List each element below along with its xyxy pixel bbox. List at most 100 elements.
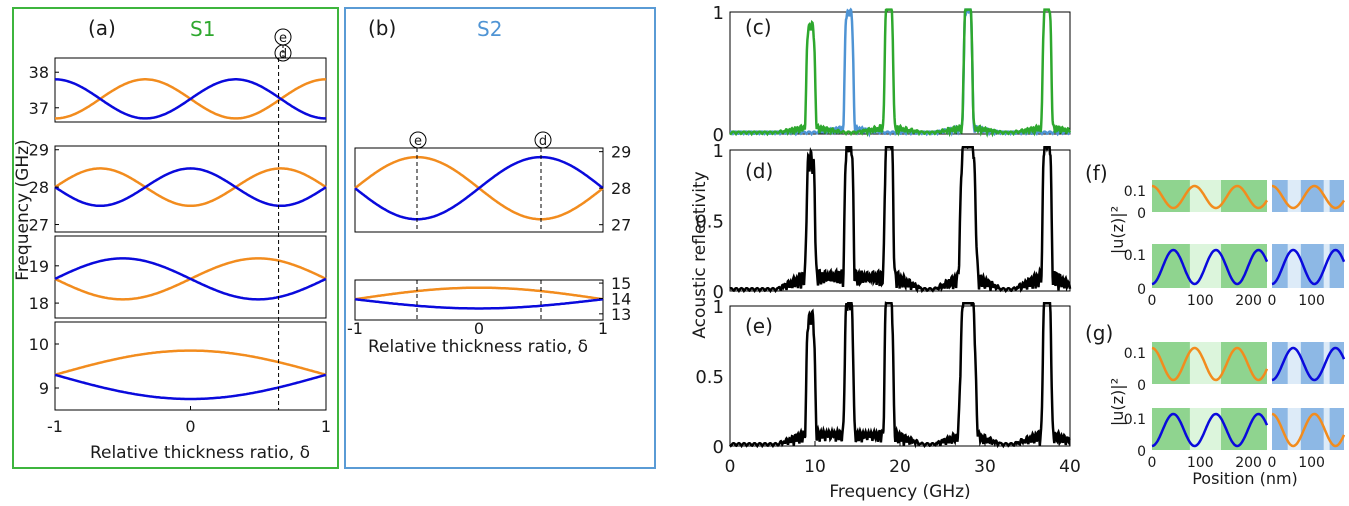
panel-g-xtick-label: 100 — [1187, 455, 1214, 471]
freq-xlabel: Frequency (GHz) — [829, 482, 970, 502]
panel-e-xtick-label: 20 — [889, 457, 911, 477]
svg-text:e: e — [279, 31, 287, 46]
panel-g-left-0-layer — [1221, 342, 1267, 384]
panel-g-ytick-label: 0.1 — [1124, 412, 1146, 428]
panel-b-ytick-label: 14 — [611, 289, 631, 308]
panel-g-xtick-label: 200 — [1235, 455, 1262, 471]
panel-e-series — [728, 301, 1071, 449]
panel-d-ytick-label: 0.5 — [695, 212, 724, 233]
panel-f-left-0-curve — [1151, 184, 1269, 210]
panel-b-ytick-label: 15 — [611, 274, 631, 293]
panel-g-right-0-curve — [1271, 346, 1346, 382]
panel-f-xtick-label: 0 — [1268, 293, 1277, 309]
panel-f-ytick-label: 0.1 — [1124, 248, 1146, 264]
panel-g-xtick-label: 0 — [1268, 455, 1277, 471]
panel-a-curve-blue-2 — [54, 257, 327, 301]
panel-a-ytick-label: 19 — [29, 257, 49, 276]
panel-b-ytick-label: 27 — [611, 216, 631, 235]
panel-b-ytick-label: 29 — [611, 143, 631, 162]
panel-label-a: (a) — [88, 16, 116, 40]
panel-label-g: (g) — [1085, 321, 1113, 345]
panel-b-curve-blue-0 — [354, 155, 604, 221]
panel-f-right-0-layer — [1323, 180, 1330, 212]
panel-c-ytick-label: 1 — [713, 3, 724, 24]
panel-label-f: (f) — [1085, 161, 1108, 185]
panel-e-xtick-label: 30 — [974, 457, 996, 477]
panel-label-d: (d) — [745, 159, 773, 183]
panel-a-curve-blue-1 — [54, 167, 327, 208]
panel-b-curve-orange-1 — [354, 286, 604, 301]
panel-b-axes-1 — [354, 279, 604, 321]
panel-c-series-s1 — [729, 8, 1072, 138]
panel-a-curve-blue-0 — [54, 78, 326, 120]
marker-e-a: e — [274, 28, 292, 46]
panel-f-ytick-label: 0 — [1137, 282, 1146, 298]
panel-a-ytick-label: 27 — [29, 216, 49, 235]
delta-xlabel-a: Relative thickness ratio, δ — [90, 443, 310, 463]
panel-f-xtick-label: 200 — [1235, 293, 1262, 309]
marker-d-b: d — [534, 131, 552, 149]
panel-e-xtick-label: 40 — [1059, 457, 1081, 477]
panel-a-xtick-label: 1 — [321, 417, 331, 436]
panel-g-right-1-layer — [1323, 408, 1330, 450]
refl-ylabel: Acoustic reflectivity — [690, 171, 710, 338]
panel-a-curve-orange-1 — [54, 167, 327, 208]
marker-e-b: e — [409, 131, 427, 149]
panel-a-ytick-label: 38 — [29, 63, 49, 82]
svg-text:d: d — [279, 47, 287, 62]
panel-a-ytick-label: 28 — [29, 178, 49, 197]
panel-label-c: (c) — [745, 15, 772, 39]
panel-g-right-0-layer — [1300, 342, 1324, 384]
panel-a-ytick-label: 9 — [39, 379, 49, 398]
panel-a-axes-3 — [54, 321, 327, 411]
panel-a-ytick-label: 37 — [29, 99, 49, 118]
freq-ylabel: Frequency (GHz) — [13, 139, 33, 280]
pos-xlabel: Position (nm) — [1192, 469, 1298, 488]
panel-g-right-0-layer — [1323, 342, 1330, 384]
panel-a-xtick-label: 0 — [185, 417, 195, 436]
panel-f-left-1-curve — [1151, 248, 1269, 286]
svg-text:e: e — [414, 134, 422, 149]
panel-label-e: (e) — [745, 314, 773, 338]
panel-b-ytick-label: 28 — [611, 179, 631, 198]
panel-f-right-0-layer — [1272, 180, 1288, 212]
panel-f-right-0-curve — [1272, 184, 1346, 210]
panel-e-ytick-label: 0 — [713, 437, 724, 458]
panel-a-ytick-label: 18 — [29, 294, 49, 313]
panel-e-xtick-label: 0 — [725, 457, 736, 477]
s2-frame — [344, 7, 656, 469]
panel-g-right-1-layer — [1287, 408, 1301, 450]
panel-c-series-s2 — [730, 7, 1071, 138]
panel-a-axes-1 — [54, 145, 327, 233]
panel-e-ytick-label: 0.5 — [695, 367, 724, 388]
panel-b-xtick-label: 1 — [598, 319, 608, 338]
panel-e-ytick-label: 1 — [713, 297, 724, 318]
panel-f-right-1-curve — [1271, 248, 1346, 286]
panel-b-ytick-label: 13 — [611, 305, 631, 324]
delta-xlabel-b: Relative thickness ratio, δ — [368, 337, 588, 357]
panel-d-series — [729, 145, 1072, 294]
panel-a-curve-blue-3 — [54, 373, 327, 401]
panel-b-xtick-label: 0 — [474, 319, 484, 338]
panel-f-ytick-label: 0.1 — [1124, 184, 1146, 200]
panel-g-xtick-label: 0 — [1148, 455, 1157, 471]
panel-a-ytick-label: 29 — [29, 141, 49, 160]
panel-f-xtick-label: 100 — [1187, 293, 1214, 309]
panel-a-axes-0 — [54, 57, 327, 123]
panel-g-xtick-label: 100 — [1298, 455, 1325, 471]
panel-b-curve-blue-1 — [354, 297, 604, 310]
panel-g-ytick-label: 0.1 — [1124, 346, 1146, 362]
panel-f-xtick-label: 0 — [1148, 293, 1157, 309]
panel-g-right-0-layer — [1272, 342, 1288, 384]
panel-b-xtick-label: -1 — [347, 319, 363, 338]
panel-label-b: (b) — [368, 16, 396, 40]
panel-c-ytick-label: 0 — [713, 125, 724, 146]
panel-f-right-1-layer — [1300, 244, 1324, 288]
panel-e-axes — [729, 305, 1071, 447]
panel-c-axes — [729, 11, 1071, 135]
panel-d-axes — [729, 149, 1071, 292]
s2-label: S2 — [477, 17, 502, 41]
panel-b-axes-0 — [354, 147, 604, 233]
